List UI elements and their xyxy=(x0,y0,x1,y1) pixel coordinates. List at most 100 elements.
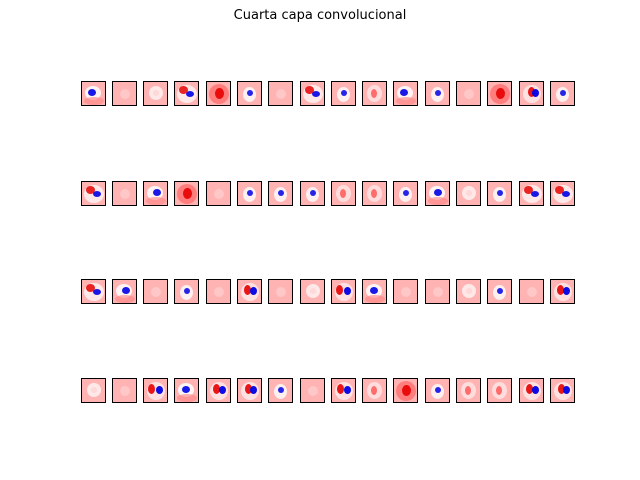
filter-blob xyxy=(464,89,474,99)
filter-panel xyxy=(300,378,325,403)
filter-blob xyxy=(336,285,343,295)
filter-blob xyxy=(555,186,564,194)
filter-blob xyxy=(186,91,194,97)
filter-panel xyxy=(425,181,450,206)
filter-blob xyxy=(496,386,502,395)
filter-panel xyxy=(268,378,293,403)
filter-blob xyxy=(278,387,284,393)
filter-blob xyxy=(563,386,570,394)
filter-blob xyxy=(371,386,377,395)
filter-blob xyxy=(402,385,411,396)
filter-panel xyxy=(300,81,325,106)
filter-blob xyxy=(219,386,226,394)
filter-panel xyxy=(331,81,356,106)
filter-panel xyxy=(331,181,356,206)
filter-panel xyxy=(393,81,418,106)
filter-blob xyxy=(153,189,161,196)
filter-blob xyxy=(310,190,316,196)
filter-panel xyxy=(393,378,418,403)
filter-panel xyxy=(143,181,168,206)
filter-blob xyxy=(310,288,316,294)
filter-panel xyxy=(112,81,137,106)
filter-panel xyxy=(425,279,450,304)
filter-panel xyxy=(174,378,199,403)
filter-blob xyxy=(435,90,441,96)
filter-blob xyxy=(337,384,344,394)
filter-panel xyxy=(550,81,575,106)
filter-panel xyxy=(550,279,575,304)
filter-panel xyxy=(206,378,231,403)
filter-panel xyxy=(300,279,325,304)
filter-panel xyxy=(362,181,387,206)
filter-blob xyxy=(148,384,155,394)
filter-blob xyxy=(183,188,192,199)
filter-blob xyxy=(215,88,224,99)
filter-blob xyxy=(182,386,190,393)
filter-blob xyxy=(496,88,505,99)
filter-blob xyxy=(213,384,220,394)
filter-blob xyxy=(396,97,416,105)
filter-blob xyxy=(120,89,130,99)
filter-blob xyxy=(531,191,539,197)
filter-blob xyxy=(465,386,471,395)
filter-blob xyxy=(93,289,101,295)
filter-panel xyxy=(519,81,544,106)
filter-blob xyxy=(146,197,166,205)
filter-blob xyxy=(86,186,95,194)
filter-blob xyxy=(153,90,159,96)
filter-blob xyxy=(558,384,565,394)
filter-blob xyxy=(93,191,101,197)
filter-panel xyxy=(519,181,544,206)
filter-blob xyxy=(344,287,351,295)
filter-blob xyxy=(122,287,130,294)
filter-blob xyxy=(466,190,472,196)
filter-blob xyxy=(344,386,351,394)
filter-blob xyxy=(278,190,284,196)
filter-blob xyxy=(532,89,539,97)
filter-blob xyxy=(341,90,347,96)
filter-blob xyxy=(179,86,188,94)
filter-panel xyxy=(206,279,231,304)
filter-blob xyxy=(497,190,503,196)
filter-blob xyxy=(247,90,253,96)
filter-blob xyxy=(433,287,443,297)
filter-blob xyxy=(524,186,533,194)
filter-blob xyxy=(532,386,539,394)
filter-blob xyxy=(214,189,224,199)
filter-panel xyxy=(237,279,262,304)
filter-panel xyxy=(550,378,575,403)
filter-blob xyxy=(563,287,570,295)
filter-blob xyxy=(177,394,197,402)
filter-blob xyxy=(115,295,135,303)
filter-blob xyxy=(560,90,566,96)
filter-blob xyxy=(305,86,314,94)
filter-panel xyxy=(487,181,512,206)
filter-blob xyxy=(371,189,377,198)
filter-blob xyxy=(403,190,409,196)
filter-panel xyxy=(300,181,325,206)
filter-panel xyxy=(362,81,387,106)
filter-blob xyxy=(435,387,441,393)
filter-blob xyxy=(497,288,503,294)
filter-panel xyxy=(456,181,481,206)
filter-panel xyxy=(519,279,544,304)
filter-panel xyxy=(143,81,168,106)
filter-blob xyxy=(120,189,130,199)
filter-blob xyxy=(526,384,533,394)
filter-panel xyxy=(331,378,356,403)
filter-blob xyxy=(557,285,564,295)
filter-blob xyxy=(371,89,377,98)
filter-panel xyxy=(237,378,262,403)
filter-blob xyxy=(247,190,253,196)
filter-blob xyxy=(86,284,95,292)
filter-panel xyxy=(331,279,356,304)
filter-blob xyxy=(276,287,286,297)
filter-blob xyxy=(428,197,448,205)
filter-panel xyxy=(112,378,137,403)
filter-blob xyxy=(312,91,320,97)
filter-panel xyxy=(268,81,293,106)
filter-panel xyxy=(174,181,199,206)
filter-blob xyxy=(466,288,472,294)
